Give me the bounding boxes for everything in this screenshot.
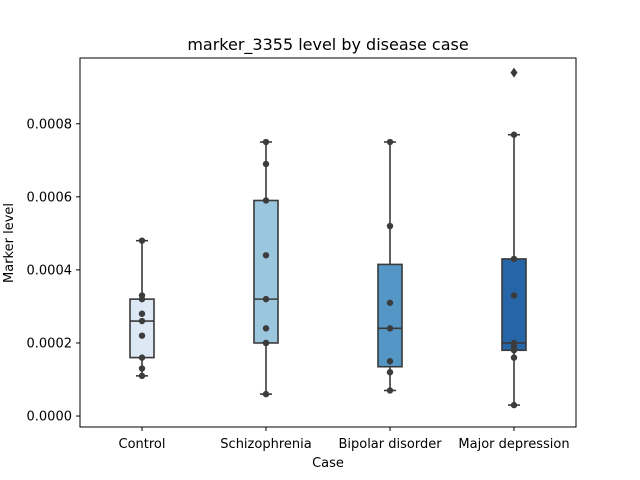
x-tick-label: Control — [119, 437, 166, 452]
data-point — [138, 372, 146, 380]
y-tick-label: 0.0008 — [27, 117, 73, 132]
data-point — [138, 237, 146, 244]
data-point — [262, 160, 270, 168]
y-tick-label: 0.0006 — [27, 190, 73, 205]
y-tick-label: 0.0004 — [27, 263, 73, 278]
data-point — [510, 255, 518, 263]
outlier-point — [510, 67, 518, 78]
data-point — [138, 354, 146, 361]
data-point — [262, 138, 270, 146]
x-axis: Control Schizophrenia Bipolar disorder Majo… — [119, 427, 570, 452]
data-point — [262, 390, 270, 398]
plot-area — [129, 67, 527, 409]
y-axis-label: Marker level — [2, 203, 17, 283]
data-point — [510, 354, 518, 361]
x-tick-label: Major depression — [458, 437, 569, 452]
box-iqr — [377, 263, 403, 368]
data-point — [138, 310, 146, 317]
x-axis-label: Case — [312, 456, 344, 471]
x-tick-label: Bipolar disorder — [338, 437, 442, 452]
box-iqr — [253, 199, 279, 344]
data-point — [262, 252, 270, 259]
data-point — [262, 295, 270, 303]
data-point — [386, 358, 394, 365]
data-point — [262, 325, 270, 332]
data-point — [138, 295, 146, 303]
data-point — [138, 317, 146, 325]
y-tick-label: 0.0002 — [27, 336, 73, 351]
y-tick-label: 0.0000 — [27, 410, 73, 425]
box-group — [377, 141, 403, 392]
plot-frame — [79, 57, 577, 428]
data-point — [510, 131, 518, 138]
box-group — [501, 67, 527, 406]
box-iqr — [129, 298, 155, 359]
data-point — [386, 222, 394, 230]
chart-title: marker_3355 level by disease case — [187, 35, 468, 55]
data-point — [510, 401, 518, 409]
data-point — [386, 325, 394, 332]
data-point — [262, 197, 270, 204]
data-point — [138, 332, 146, 339]
data-point — [386, 368, 394, 376]
box-iqr — [501, 258, 527, 352]
data-point — [386, 299, 394, 306]
data-point — [138, 365, 146, 372]
y-axis: 0.0000 0.0002 0.0004 0.0006 0.0008 — [27, 117, 80, 425]
data-point — [510, 292, 518, 299]
box-group — [129, 239, 155, 377]
data-point — [386, 387, 394, 394]
data-point — [386, 138, 394, 146]
x-tick-label: Schizophrenia — [220, 437, 311, 452]
data-point — [510, 347, 518, 354]
data-point — [262, 339, 270, 347]
